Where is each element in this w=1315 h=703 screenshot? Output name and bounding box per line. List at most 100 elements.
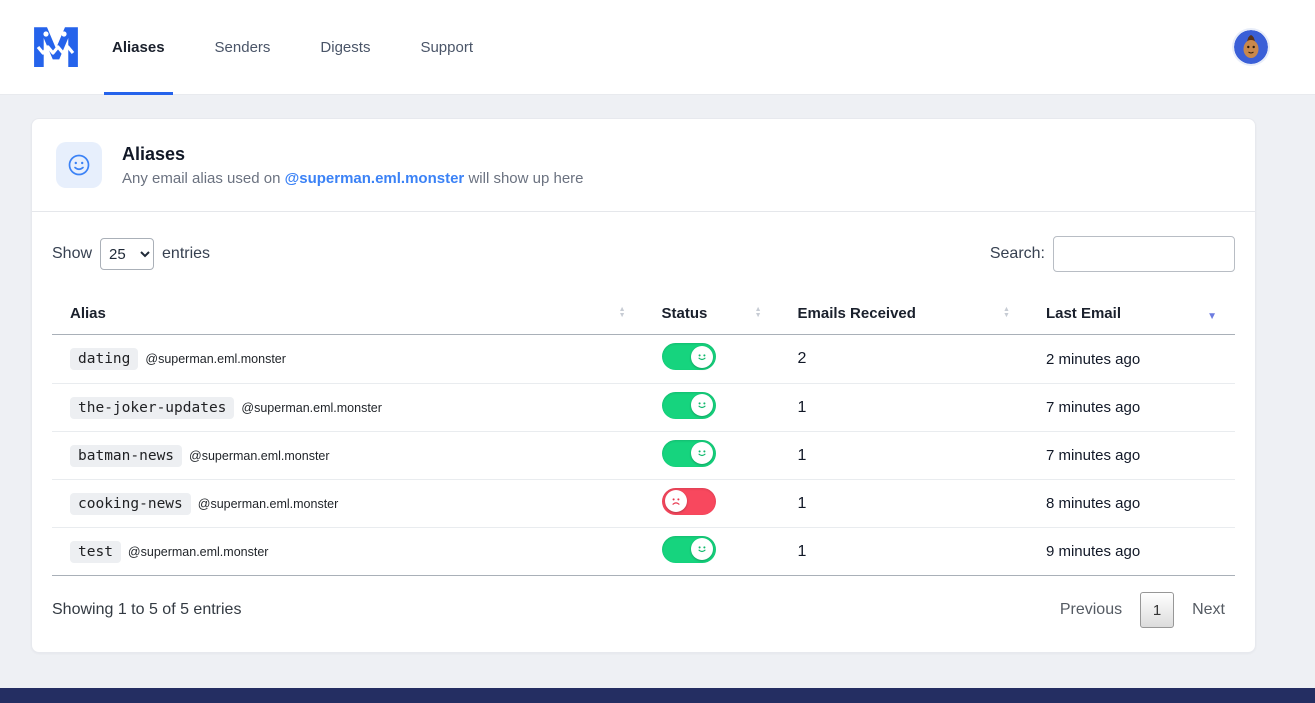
monster-m-icon: M — [29, 19, 83, 75]
column-header-status[interactable]: Status ▲ ▼ — [644, 295, 780, 334]
bottom-footer-strip — [0, 688, 1315, 703]
sort-up-icon: ▲ — [618, 306, 626, 313]
card-title: Aliases — [122, 143, 186, 164]
sort-icon: ▲ ▼ — [618, 306, 626, 319]
alias-domain: @superman.eml.monster — [145, 352, 286, 366]
show-entries-control: Show 25 entries — [52, 238, 210, 270]
column-label-last-email: Last Email — [1045, 304, 1121, 322]
next-page-button[interactable]: Next — [1192, 601, 1225, 618]
column-header-emails-received[interactable]: Emails Received ▲ ▼ — [780, 295, 1028, 334]
sort-up-icon: ▲ — [1003, 306, 1010, 313]
pagination: Previous 1 Next — [1050, 592, 1235, 628]
sort-down-icon: ▼ — [1003, 312, 1010, 319]
sort-icon: ▲ ▼ — [1003, 306, 1010, 319]
column-header-last-email[interactable]: Last Email ▼ — [1028, 294, 1235, 334]
table-row: dating @superman.eml.monster 2 2 minutes… — [52, 335, 1235, 383]
table-row: batman-news @superman.eml.monster 1 7 mi… — [52, 431, 1235, 479]
last-email-time: 2 minutes ago — [1045, 350, 1141, 368]
smiley-icon — [68, 154, 90, 176]
domain-link[interactable]: @superman.eml.monster — [284, 169, 465, 187]
alias-name: cooking-news — [70, 492, 191, 515]
status-cell — [644, 391, 780, 424]
aliases-table: Alias ▲ ▼ Status ▲ ▼ Emails Received — [52, 294, 1235, 576]
toggle-face-icon — [690, 394, 713, 416]
entries-select[interactable]: 25 — [100, 238, 155, 270]
alias-enabled-toggle[interactable] — [661, 343, 716, 370]
table-header-row: Alias ▲ ▼ Status ▲ ▼ Emails Received — [52, 294, 1235, 335]
search-input[interactable] — [1053, 236, 1235, 272]
column-label-status: Status — [661, 304, 708, 322]
table-controls: Show 25 entries Search: — [32, 212, 1255, 288]
search-control: Search: — [990, 236, 1235, 272]
header-divider — [32, 211, 1255, 212]
alias-enabled-toggle[interactable] — [661, 487, 716, 515]
alias-enabled-toggle[interactable] — [661, 439, 716, 467]
entries-summary: Showing 1 to 5 of 5 entries — [52, 601, 242, 618]
card-subtitle: Any email alias used on @superman.eml.mo… — [122, 170, 584, 187]
card-header-text: Aliases Any email alias used on @superma… — [122, 144, 584, 187]
alias-name: the-joker-updates — [70, 396, 235, 419]
table-row: test @superman.eml.monster 1 9 minutes a… — [52, 527, 1235, 575]
status-cell — [644, 487, 780, 520]
nav-tab-aliases[interactable]: Aliases — [104, 0, 173, 95]
status-cell — [644, 343, 780, 375]
table-row: the-joker-updates @superman.eml.monster … — [52, 383, 1235, 431]
user-avatar[interactable] — [1234, 30, 1268, 64]
alias-name: dating — [70, 348, 139, 370]
toggle-face-icon — [690, 538, 713, 560]
nav-links: Aliases Senders Digests Support — [104, 0, 519, 95]
alias-cell: test @superman.eml.monster — [52, 540, 644, 563]
toggle-face-icon — [664, 490, 687, 512]
aliases-card: Aliases Any email alias used on @superma… — [31, 118, 1256, 653]
sort-down-icon: ▼ — [754, 312, 762, 319]
alias-domain: @superman.eml.monster — [197, 496, 339, 511]
brand-logo[interactable]: M — [28, 18, 84, 76]
emails-received-count: 1 — [797, 542, 807, 560]
alias-domain: @superman.eml.monster — [189, 448, 330, 463]
status-cell — [644, 535, 780, 568]
nav-tab-digests[interactable]: Digests — [320, 38, 371, 56]
alias-enabled-toggle[interactable] — [661, 391, 716, 419]
table-body: dating @superman.eml.monster 2 2 minutes… — [52, 335, 1235, 576]
emails-received-count: 2 — [797, 350, 807, 367]
table-row: cooking-news @superman.eml.monster 1 8 m… — [52, 479, 1235, 527]
nav-tab-senders[interactable]: Senders — [214, 38, 271, 56]
last-email-time: 7 minutes ago — [1045, 399, 1141, 416]
alias-enabled-toggle[interactable] — [661, 535, 716, 563]
page-number-button[interactable]: 1 — [1140, 592, 1175, 628]
nav-tab-support[interactable]: Support — [420, 38, 473, 56]
search-label: Search: — [989, 245, 1045, 262]
subtitle-prefix: Any email alias used on — [122, 169, 285, 187]
card-footer: Showing 1 to 5 of 5 entries Previous 1 N… — [32, 576, 1255, 652]
sort-icon: ▲ ▼ — [754, 306, 762, 319]
last-email-time: 8 minutes ago — [1045, 495, 1141, 512]
column-header-alias[interactable]: Alias ▲ ▼ — [52, 295, 644, 334]
emails-received-count: 1 — [797, 398, 807, 416]
sort-down-icon: ▼ — [618, 312, 626, 319]
last-email-time: 7 minutes ago — [1045, 447, 1141, 464]
emails-received-count: 1 — [797, 494, 807, 512]
show-label: Show — [52, 245, 93, 262]
smiley-icon-chip — [56, 142, 102, 188]
alias-name: test — [70, 540, 121, 563]
previous-page-button[interactable]: Previous — [1059, 601, 1123, 618]
sort-desc-active-icon: ▼ — [1207, 311, 1217, 322]
alias-name: batman-news — [70, 444, 183, 467]
alias-domain: @superman.eml.monster — [241, 400, 382, 415]
toggle-face-icon — [690, 442, 713, 464]
emails-received-count: 1 — [797, 446, 807, 464]
avatar-image — [1234, 30, 1268, 64]
subtitle-suffix: will show up here — [464, 169, 584, 187]
card-header: Aliases Any email alias used on @superma… — [32, 119, 1255, 211]
last-email-time: 9 minutes ago — [1045, 543, 1141, 560]
entries-label: entries — [162, 245, 211, 262]
status-cell — [644, 439, 780, 472]
alias-cell: batman-news @superman.eml.monster — [52, 444, 644, 467]
sort-up-icon: ▲ — [754, 306, 762, 313]
top-navbar: M Aliases Senders Digests Support — [0, 0, 1315, 95]
column-label-emails-received: Emails Received — [797, 304, 916, 322]
alias-cell: cooking-news @superman.eml.monster — [52, 492, 644, 515]
toggle-face-icon — [690, 345, 713, 368]
alias-cell: dating @superman.eml.monster — [52, 348, 644, 370]
